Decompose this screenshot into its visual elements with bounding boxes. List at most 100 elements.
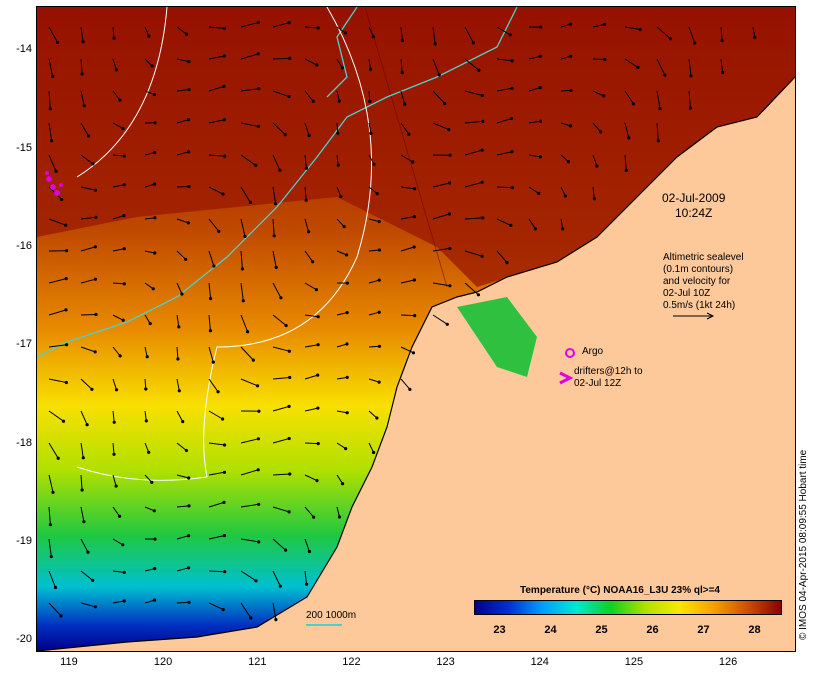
velocity-arrow-head — [216, 390, 220, 394]
velocity-arrow-head — [316, 343, 320, 347]
velocity-arrow-head — [407, 132, 411, 136]
velocity-arrow-head — [377, 380, 381, 384]
velocity-arrow-head — [408, 387, 412, 391]
velocity-arrow — [240, 438, 259, 444]
velocity-arrow-head — [186, 221, 190, 225]
velocity-arrow — [176, 119, 189, 124]
velocity-arrow — [80, 26, 84, 42]
velocity-arrow-head — [65, 249, 69, 253]
velocity-arrow — [528, 87, 541, 92]
velocity-arrow — [336, 186, 342, 197]
velocity-arrow — [304, 58, 318, 66]
velocity-arrow — [560, 55, 571, 60]
velocity-arrow — [464, 26, 474, 44]
sealevel-contour — [76, 7, 168, 178]
velocity-arrow-head — [316, 442, 320, 446]
velocity-arrow-head — [689, 74, 693, 78]
velocity-arrow-head — [342, 225, 346, 229]
velocity-arrow — [240, 218, 246, 237]
velocity-arrow — [144, 282, 154, 290]
velocity-arrow — [176, 601, 190, 604]
lon-tick-label: 121 — [248, 656, 267, 668]
velocity-arrow-head — [118, 514, 122, 518]
velocity-arrow — [624, 26, 641, 30]
velocity-arrow — [368, 410, 378, 419]
velocity-arrow — [688, 58, 692, 76]
velocity-arrow — [208, 314, 211, 331]
velocity-arrow-head — [345, 375, 349, 379]
velocity-arrow — [208, 154, 225, 157]
velocity-arrow-head — [443, 101, 447, 106]
date-label: 02-Jul-2009 10:24Z — [662, 191, 725, 221]
velocity-arrow — [80, 346, 96, 353]
velocity-arrow-head — [222, 118, 226, 122]
velocity-arrow — [592, 23, 605, 28]
velocity-arrow-head — [720, 39, 724, 43]
velocity-arrow-head — [505, 261, 509, 265]
velocity-arrow-head — [284, 323, 288, 328]
map-panel[interactable] — [36, 6, 796, 652]
velocity-arrow-head — [148, 322, 152, 326]
velocity-arrow — [528, 218, 536, 230]
velocity-arrow-head — [602, 22, 607, 26]
velocity-arrow — [272, 377, 290, 380]
velocity-arrow-head — [257, 87, 261, 91]
velocity-arrow-head — [59, 614, 63, 618]
velocity-arrow-head — [341, 482, 345, 486]
velocity-arrow-head — [85, 423, 89, 427]
velocity-arrow — [240, 88, 259, 92]
velocity-arrow — [240, 122, 259, 127]
velocity-arrow — [400, 346, 414, 354]
velocity-arrow-head — [377, 220, 381, 224]
velocity-arrow — [368, 218, 380, 223]
velocity-arrow — [400, 314, 415, 317]
velocity-arrow — [112, 442, 115, 455]
velocity-arrow-head — [344, 447, 348, 451]
velocity-arrow — [80, 378, 93, 390]
velocity-arrow-head — [753, 35, 757, 39]
velocity-arrow-head — [477, 68, 481, 72]
velocity-arrow — [80, 474, 83, 491]
velocity-arrow-head — [566, 160, 571, 164]
velocity-arrow — [368, 345, 380, 348]
velocity-arrow-head — [122, 282, 126, 286]
velocity-arrow-head — [208, 329, 212, 333]
velocity-arrow — [176, 218, 189, 224]
lon-tick-label: 125 — [624, 656, 644, 668]
velocity-arrow — [112, 570, 125, 573]
velocity-arrow — [208, 535, 225, 540]
velocity-arrow-head — [223, 443, 227, 447]
velocity-arrow-head — [56, 40, 60, 45]
velocity-arrow — [48, 506, 51, 525]
velocity-arrow-head — [287, 404, 291, 408]
velocity-arrow — [240, 503, 259, 508]
lat-tick-label: -16 — [16, 239, 32, 252]
velocity-arrow-head — [304, 582, 309, 586]
velocity-arrow — [176, 346, 179, 360]
velocity-arrow — [144, 26, 150, 37]
velocity-arrow — [272, 122, 286, 135]
velocity-arrow — [464, 250, 483, 257]
velocity-arrow — [624, 154, 627, 171]
velocity-arrow — [112, 248, 125, 252]
velocity-arrow — [752, 26, 756, 38]
velocity-arrow-head — [256, 384, 260, 388]
velocity-arrow-head — [345, 311, 349, 315]
velocity-arrow — [592, 186, 595, 199]
velocity-arrow-head — [447, 127, 451, 132]
velocity-arrow — [400, 58, 403, 73]
velocity-arrow — [464, 90, 483, 96]
velocity-arrow — [208, 26, 225, 29]
velocity-arrow — [240, 22, 259, 28]
velocity-arrow — [560, 186, 566, 197]
velocity-arrow-head — [122, 183, 126, 187]
velocity-arrow-head — [186, 118, 191, 122]
velocity-arrow-head — [400, 39, 404, 43]
velocity-arrow-head — [569, 22, 573, 26]
time-text: 10:24Z — [675, 206, 713, 220]
lat-tick-label: -14 — [16, 43, 32, 56]
velocity-arrow-head — [315, 63, 319, 67]
velocity-arrow — [208, 186, 224, 195]
velocity-arrow — [592, 122, 602, 133]
velocity-arrow-head — [631, 102, 636, 106]
